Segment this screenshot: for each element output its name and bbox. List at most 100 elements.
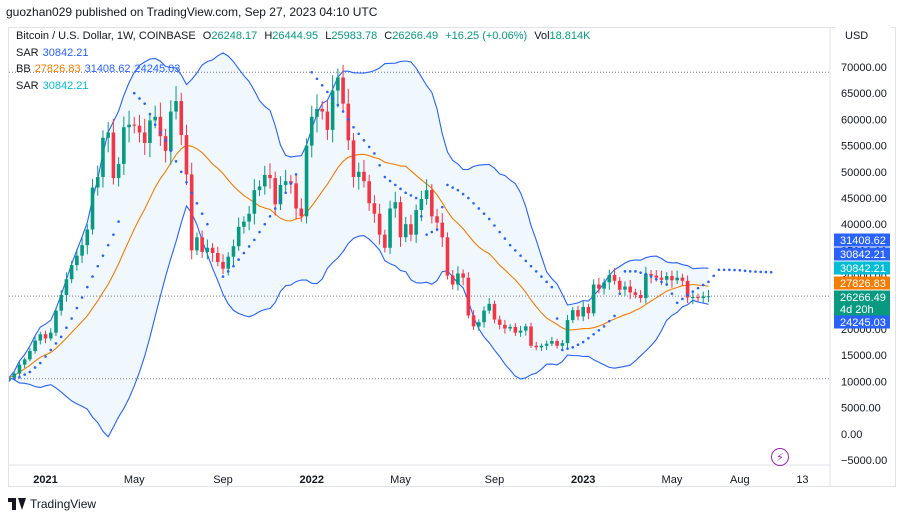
currency-button[interactable]: USD xyxy=(835,26,891,46)
footer-brand[interactable]: TradingView xyxy=(8,497,96,511)
symbol-title[interactable]: Bitcoin / U.S. Dollar, 1W, COINBASE xyxy=(16,30,196,42)
candle-body xyxy=(409,224,413,235)
sar-dot xyxy=(237,258,240,261)
candle-body xyxy=(477,322,481,327)
candle-body xyxy=(169,111,173,151)
candle-body xyxy=(330,90,335,130)
sar-dot xyxy=(503,237,507,240)
sar-dot xyxy=(519,254,522,257)
bb-lower-line xyxy=(9,204,709,438)
candle-body xyxy=(513,326,518,333)
sar-dot xyxy=(634,270,637,273)
sar-dot xyxy=(44,355,47,358)
candle-body xyxy=(555,341,559,346)
sar-dot xyxy=(618,292,622,295)
sar-dot xyxy=(106,243,110,247)
y-tick-label: −5000.00 xyxy=(841,455,887,467)
legend-bb-row[interactable]: BB 27826.83 31408.62 24245.03 xyxy=(16,61,591,78)
sar-dot xyxy=(315,77,319,81)
sar-dot xyxy=(545,280,548,284)
candle-body xyxy=(430,190,434,217)
y-tick-label: 70000.00 xyxy=(841,62,887,74)
sar-dot xyxy=(665,283,669,286)
candle-body xyxy=(503,324,507,329)
candle-body xyxy=(216,253,220,262)
sar-dot xyxy=(101,254,105,257)
candle-body xyxy=(116,163,121,179)
candle-body xyxy=(523,326,528,331)
candle-body xyxy=(456,273,460,285)
sar-dot xyxy=(232,264,235,268)
candle-body xyxy=(189,174,194,251)
y-tick-label: 15000.00 xyxy=(841,350,887,362)
candle-body xyxy=(236,226,241,247)
candle-body xyxy=(445,237,450,276)
sar-dot xyxy=(206,222,209,226)
candle-body xyxy=(461,273,465,278)
x-tick-label: 2022 xyxy=(300,474,324,486)
publish-header: guozhan029 published on TradingView.com,… xyxy=(6,5,378,19)
candle-body xyxy=(174,101,178,112)
y-tick-label: 40000.00 xyxy=(841,219,887,231)
sar-dot xyxy=(117,220,120,223)
candle-body xyxy=(268,174,272,179)
candle-body xyxy=(179,101,184,136)
y-tick-label: 5000.00 xyxy=(841,403,881,415)
candle-body xyxy=(221,261,225,269)
sar-dot xyxy=(404,191,408,195)
candle-body xyxy=(508,326,512,329)
sar-dot xyxy=(143,102,147,105)
candle-body xyxy=(22,359,27,365)
sar-dot xyxy=(284,191,287,195)
sar-dot xyxy=(247,245,251,248)
candle-body xyxy=(670,276,674,281)
sar-dot xyxy=(159,131,162,134)
candle-body xyxy=(320,108,324,112)
candle-body xyxy=(341,77,345,104)
legend-sar2-row[interactable]: SAR 30842.21 xyxy=(16,78,591,95)
sar1-label: SAR xyxy=(16,46,39,59)
candle-body xyxy=(367,181,371,204)
candle-body xyxy=(289,181,293,184)
candle-body xyxy=(257,186,262,191)
sar-dot xyxy=(649,275,653,278)
legend-sar1-row[interactable]: SAR 30842.21 xyxy=(16,45,591,62)
price-tag-label: 30842.21 xyxy=(840,263,886,275)
sar-dot xyxy=(498,230,501,234)
candle-body xyxy=(617,280,622,290)
candle-body xyxy=(226,256,231,269)
y-tick-label: 0.00 xyxy=(841,429,862,441)
sar-dot xyxy=(91,275,94,278)
sar-dot xyxy=(581,340,585,344)
candle-body xyxy=(372,203,377,214)
candle-body xyxy=(273,178,278,205)
candle-body xyxy=(309,116,314,146)
y-tick-label: 45000.00 xyxy=(841,193,887,205)
x-tick-label: Sep xyxy=(213,474,233,486)
sar-dot xyxy=(352,125,355,129)
candle-body xyxy=(38,334,43,341)
sar-dot xyxy=(169,149,173,153)
sar-dot xyxy=(769,270,773,274)
candle-body xyxy=(356,171,361,178)
sar-dot xyxy=(12,377,16,381)
sar-dot xyxy=(221,275,225,278)
sar-dot xyxy=(138,97,141,100)
sar-dot xyxy=(670,292,674,295)
sar-dot xyxy=(712,274,715,278)
sar-dot xyxy=(23,373,26,376)
candle-body xyxy=(419,199,424,211)
lightning-icon[interactable]: ⚡ xyxy=(771,448,789,466)
candle-body xyxy=(106,132,110,138)
sar-dot xyxy=(722,268,726,272)
sar-dot xyxy=(28,370,32,374)
candle-body xyxy=(393,202,398,209)
x-tick-label: May xyxy=(662,474,683,486)
legend-symbol-row: Bitcoin / U.S. Dollar, 1W, COINBASE O262… xyxy=(16,28,591,45)
candle-body xyxy=(346,103,351,141)
candle-body xyxy=(80,245,84,256)
candle-body xyxy=(127,124,131,128)
candle-body xyxy=(497,319,502,325)
sar2-label: SAR xyxy=(16,79,39,92)
